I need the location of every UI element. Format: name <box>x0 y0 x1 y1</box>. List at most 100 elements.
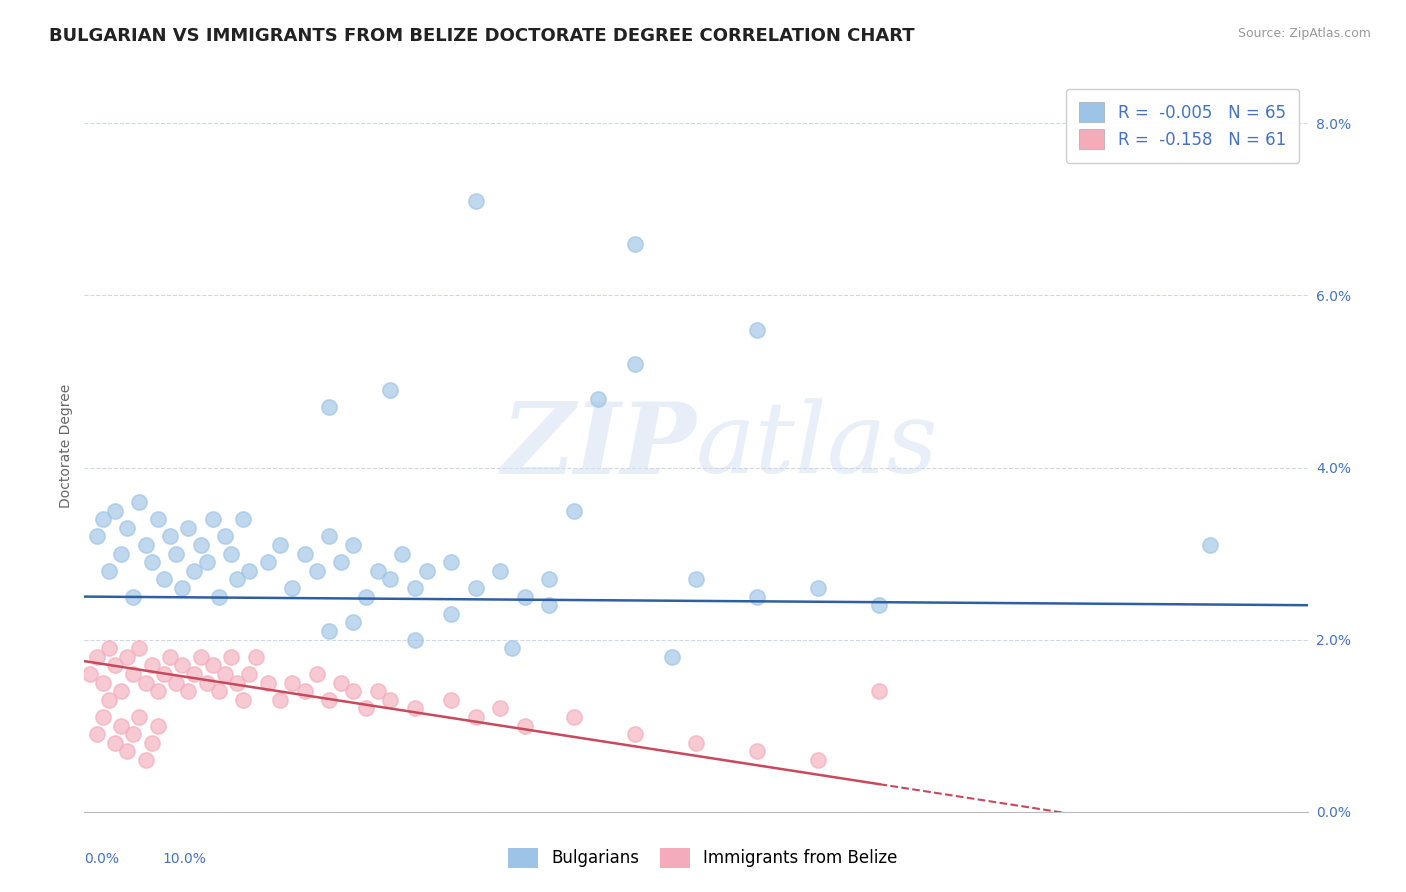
Point <box>562 503 585 517</box>
Point <box>807 753 830 767</box>
Point <box>257 555 280 569</box>
Point <box>269 538 291 552</box>
Point <box>128 710 150 724</box>
Point <box>807 581 830 595</box>
Point <box>318 401 340 415</box>
Text: 0.0%: 0.0% <box>84 852 120 866</box>
Point <box>172 581 194 595</box>
Point <box>195 555 218 569</box>
Point <box>91 512 114 526</box>
Point <box>135 538 157 552</box>
Text: Source: ZipAtlas.com: Source: ZipAtlas.com <box>1237 27 1371 40</box>
Point <box>538 573 561 587</box>
Point <box>747 744 769 758</box>
Point <box>183 564 205 578</box>
Point <box>232 512 254 526</box>
Point <box>342 684 364 698</box>
Point <box>219 649 242 664</box>
Point <box>294 547 316 561</box>
Point <box>97 641 120 656</box>
Point <box>141 555 163 569</box>
Y-axis label: Doctorate Degree: Doctorate Degree <box>59 384 73 508</box>
Point <box>226 675 249 690</box>
Point <box>380 693 402 707</box>
Point <box>190 649 212 664</box>
Point <box>201 512 224 526</box>
Point <box>747 323 769 337</box>
Point <box>869 684 891 698</box>
Point <box>97 693 120 707</box>
Point <box>104 736 127 750</box>
Point <box>318 529 340 543</box>
Point <box>305 564 328 578</box>
Point <box>165 547 187 561</box>
Point <box>257 675 280 690</box>
Point <box>104 503 127 517</box>
Point <box>661 649 683 664</box>
Point <box>159 529 181 543</box>
Point <box>489 701 512 715</box>
Point <box>128 641 150 656</box>
Point <box>232 693 254 707</box>
Point <box>281 581 304 595</box>
Point <box>177 521 200 535</box>
Point <box>416 564 439 578</box>
Point <box>214 667 236 681</box>
Point <box>318 693 340 707</box>
Point <box>172 658 194 673</box>
Point <box>330 555 353 569</box>
Point <box>91 675 114 690</box>
Legend: Bulgarians, Immigrants from Belize: Bulgarians, Immigrants from Belize <box>502 841 904 875</box>
Point <box>165 675 187 690</box>
Point <box>404 581 426 595</box>
Point <box>146 719 169 733</box>
Text: atlas: atlas <box>696 399 939 493</box>
Point <box>122 590 145 604</box>
Point <box>115 521 138 535</box>
Point <box>318 624 340 638</box>
Point <box>1198 538 1220 552</box>
Point <box>86 529 108 543</box>
Point <box>110 684 132 698</box>
Point <box>238 564 260 578</box>
Point <box>502 641 524 656</box>
Point <box>214 529 236 543</box>
Point <box>208 684 231 698</box>
Point <box>122 727 145 741</box>
Point <box>86 727 108 741</box>
Point <box>146 684 169 698</box>
Point <box>122 667 145 681</box>
Point <box>489 564 512 578</box>
Point <box>367 564 389 578</box>
Point <box>562 710 585 724</box>
Point <box>747 590 769 604</box>
Point <box>281 675 304 690</box>
Point <box>624 727 647 741</box>
Point <box>330 675 353 690</box>
Point <box>226 573 249 587</box>
Point <box>97 564 120 578</box>
Point <box>183 667 205 681</box>
Point <box>245 649 267 664</box>
Point <box>110 719 132 733</box>
Point <box>538 598 561 612</box>
Point <box>153 667 176 681</box>
Point <box>153 573 176 587</box>
Point <box>135 753 157 767</box>
Point <box>177 684 200 698</box>
Point <box>115 744 138 758</box>
Point <box>464 710 486 724</box>
Point <box>685 573 707 587</box>
Point <box>91 710 114 724</box>
Legend: R =  -0.005   N = 65, R =  -0.158   N = 61: R = -0.005 N = 65, R = -0.158 N = 61 <box>1066 88 1299 162</box>
Point <box>440 607 463 621</box>
Point <box>440 693 463 707</box>
Point <box>79 667 101 681</box>
Point <box>110 547 132 561</box>
Text: BULGARIAN VS IMMIGRANTS FROM BELIZE DOCTORATE DEGREE CORRELATION CHART: BULGARIAN VS IMMIGRANTS FROM BELIZE DOCT… <box>49 27 915 45</box>
Text: 10.0%: 10.0% <box>163 852 207 866</box>
Point <box>367 684 389 698</box>
Point <box>586 392 609 406</box>
Point <box>354 590 377 604</box>
Point <box>305 667 328 681</box>
